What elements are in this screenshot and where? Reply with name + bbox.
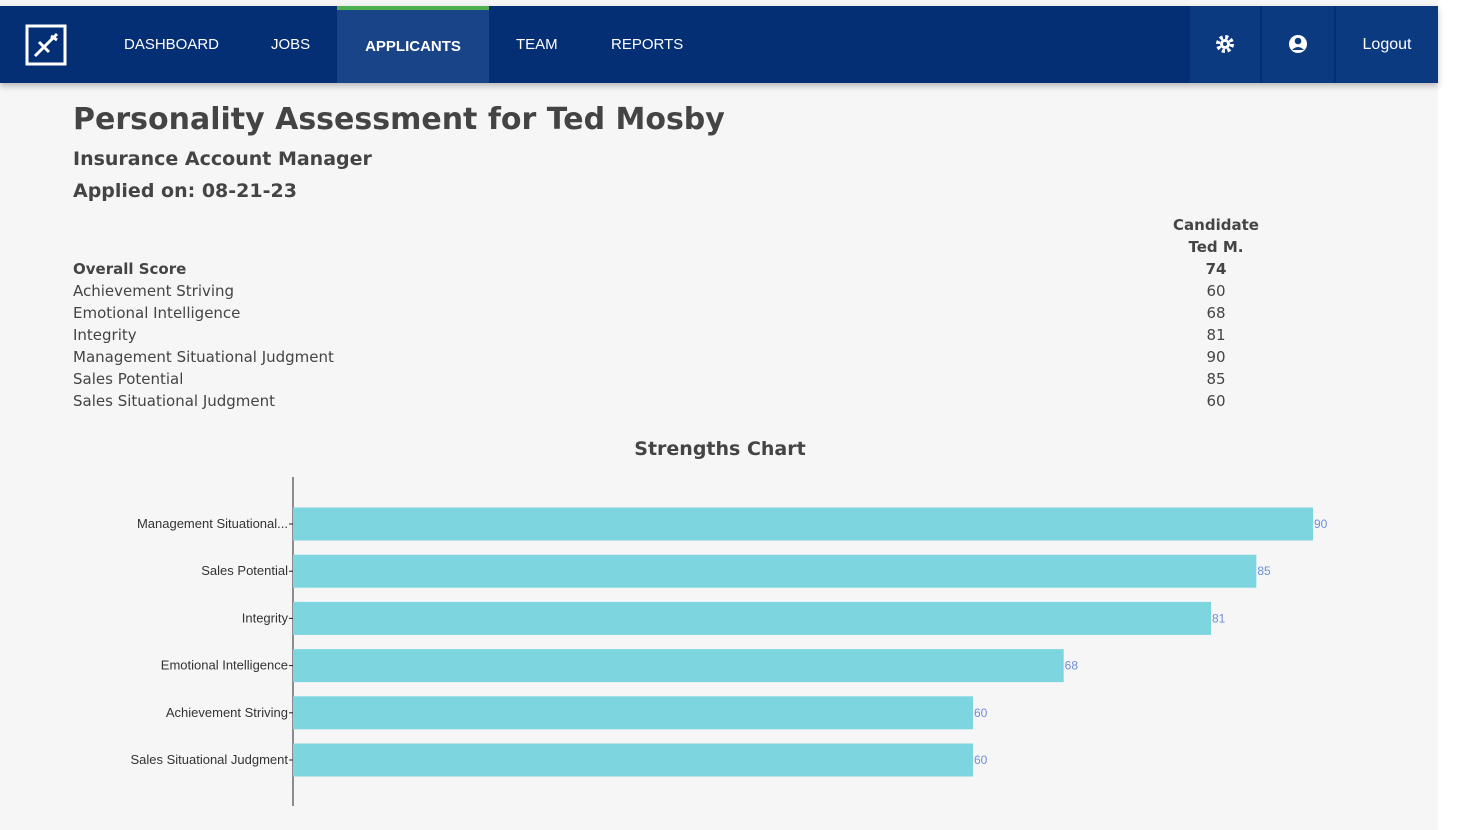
chart-title: Strengths Chart bbox=[634, 438, 805, 460]
bar bbox=[293, 601, 1211, 635]
row-label: Achievement Striving bbox=[73, 282, 235, 300]
row-label: Integrity bbox=[73, 326, 137, 344]
y-tick-label: Sales Situational Judgment bbox=[130, 752, 288, 767]
logo[interactable] bbox=[25, 24, 69, 66]
nav-link[interactable]: DASHBOARD bbox=[124, 36, 220, 53]
profile-icon bbox=[1289, 35, 1307, 53]
row-score: 60 bbox=[1206, 282, 1226, 300]
row-label: Emotional Intelligence bbox=[73, 304, 241, 322]
settings-icon bbox=[1216, 35, 1234, 53]
page-title: Personality Assessment for Ted Mosby bbox=[73, 102, 725, 137]
row-score: 85 bbox=[1206, 370, 1226, 388]
row-label: Management Situational Judgment bbox=[73, 348, 334, 366]
data-label: 85 bbox=[1257, 564, 1271, 578]
row-label: Overall Score bbox=[73, 260, 187, 278]
bar bbox=[293, 696, 973, 730]
row-label: Sales Situational Judgment bbox=[73, 392, 276, 410]
row-score: 81 bbox=[1206, 326, 1226, 344]
column-header: Ted M. bbox=[1188, 238, 1244, 256]
nav-link[interactable]: JOBS bbox=[271, 36, 311, 53]
y-tick-label: Management Situational... bbox=[137, 516, 288, 531]
row-score: 60 bbox=[1206, 392, 1226, 410]
data-label: 90 bbox=[1314, 517, 1328, 531]
nav-bar: DASHBOARD JOBS APPLICANTS TEAM REPORTS Logou… bbox=[0, 6, 1438, 83]
y-tick-label: Achievement Striving bbox=[166, 705, 288, 720]
row-score: 90 bbox=[1206, 348, 1226, 366]
data-label: 60 bbox=[974, 753, 988, 767]
logout-button[interactable]: Logout bbox=[1336, 6, 1438, 83]
y-tick-label: Emotional Intelligence bbox=[161, 658, 288, 673]
applied-date: Applied on: 08-21-23 bbox=[73, 180, 297, 202]
row-score: 74 bbox=[1205, 260, 1227, 278]
bar bbox=[293, 554, 1257, 588]
column-header: Candidate bbox=[1173, 216, 1259, 234]
nav-link[interactable]: TEAM bbox=[516, 36, 558, 53]
data-label: 68 bbox=[1065, 659, 1079, 673]
data-label: 60 bbox=[974, 706, 988, 720]
profile-button[interactable] bbox=[1262, 6, 1334, 83]
nav-link[interactable]: APPLICANTS bbox=[337, 6, 489, 83]
bar bbox=[293, 507, 1313, 541]
data-label: 81 bbox=[1212, 611, 1226, 625]
nav-link[interactable]: REPORTS bbox=[611, 36, 684, 53]
strengths-chart: Strengths Chart Management Situational...… bbox=[130, 438, 1328, 806]
y-tick-label: Sales Potential bbox=[201, 563, 288, 578]
bar bbox=[293, 743, 973, 777]
bar bbox=[293, 649, 1064, 683]
row-score: 68 bbox=[1206, 304, 1226, 322]
settings-button[interactable] bbox=[1190, 6, 1260, 83]
row-label: Sales Potential bbox=[73, 370, 184, 388]
job-title: Insurance Account Manager bbox=[73, 148, 372, 170]
y-tick-label: Integrity bbox=[242, 610, 289, 625]
